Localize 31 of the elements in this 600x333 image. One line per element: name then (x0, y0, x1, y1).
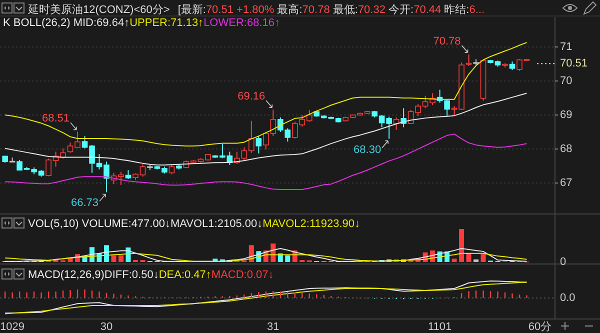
ref-line-label: 70.51 (560, 58, 588, 70)
y-tick-label: 68 (560, 142, 572, 155)
x-axis-title: 60分 (528, 320, 552, 333)
y-tick-label: 69 (560, 108, 572, 121)
text: LOWER:68.16↑ (204, 16, 280, 29)
text: 0 (560, 256, 566, 268)
annotation: 70.78 (433, 35, 461, 48)
chart-title: MACD(12,26,9) (28, 268, 104, 281)
x-tick-label: 30 (100, 320, 113, 333)
y-tick-label: 71 (560, 40, 572, 53)
text: UPPER:71.13↑ (130, 16, 204, 29)
series-label: MACD:0.07↓ (211, 268, 274, 281)
text: MID:69.64↑ (73, 16, 130, 29)
annotation: 66.73 (70, 197, 99, 210)
x-tick-label: 1101 (428, 320, 452, 333)
y-tick-label: 70 (560, 74, 572, 87)
legend-title: K BOLL(26,2) (3, 16, 74, 29)
y-tick-label: 67 (560, 176, 572, 189)
annotation: 68.30 (354, 144, 382, 156)
chart-title: 延时美原油12(CONZ)<60分> (27, 2, 170, 16)
x-tick-label: 31 (267, 320, 280, 333)
text: DIFF:0.50↓ (104, 268, 159, 281)
text: [最新:70.51 +1.80% 最高:70.78 最低:70.32 今开:70.44 昨结:6... (178, 4, 485, 16)
x-tick-label: 1029 (0, 320, 25, 333)
text: MAVOL1:2105.00↓ (170, 218, 263, 230)
ref-line-label: 0.0 (560, 292, 576, 304)
series-label: DEA:0.47↑ (158, 268, 212, 281)
annotation: 69.16 (238, 90, 266, 103)
chart-title: VOL(5,10) VOLUME:477.00↓ (28, 218, 170, 230)
annotation: 68.51 (42, 112, 70, 125)
text: MAVOL2:11923.90↓ (262, 218, 360, 230)
